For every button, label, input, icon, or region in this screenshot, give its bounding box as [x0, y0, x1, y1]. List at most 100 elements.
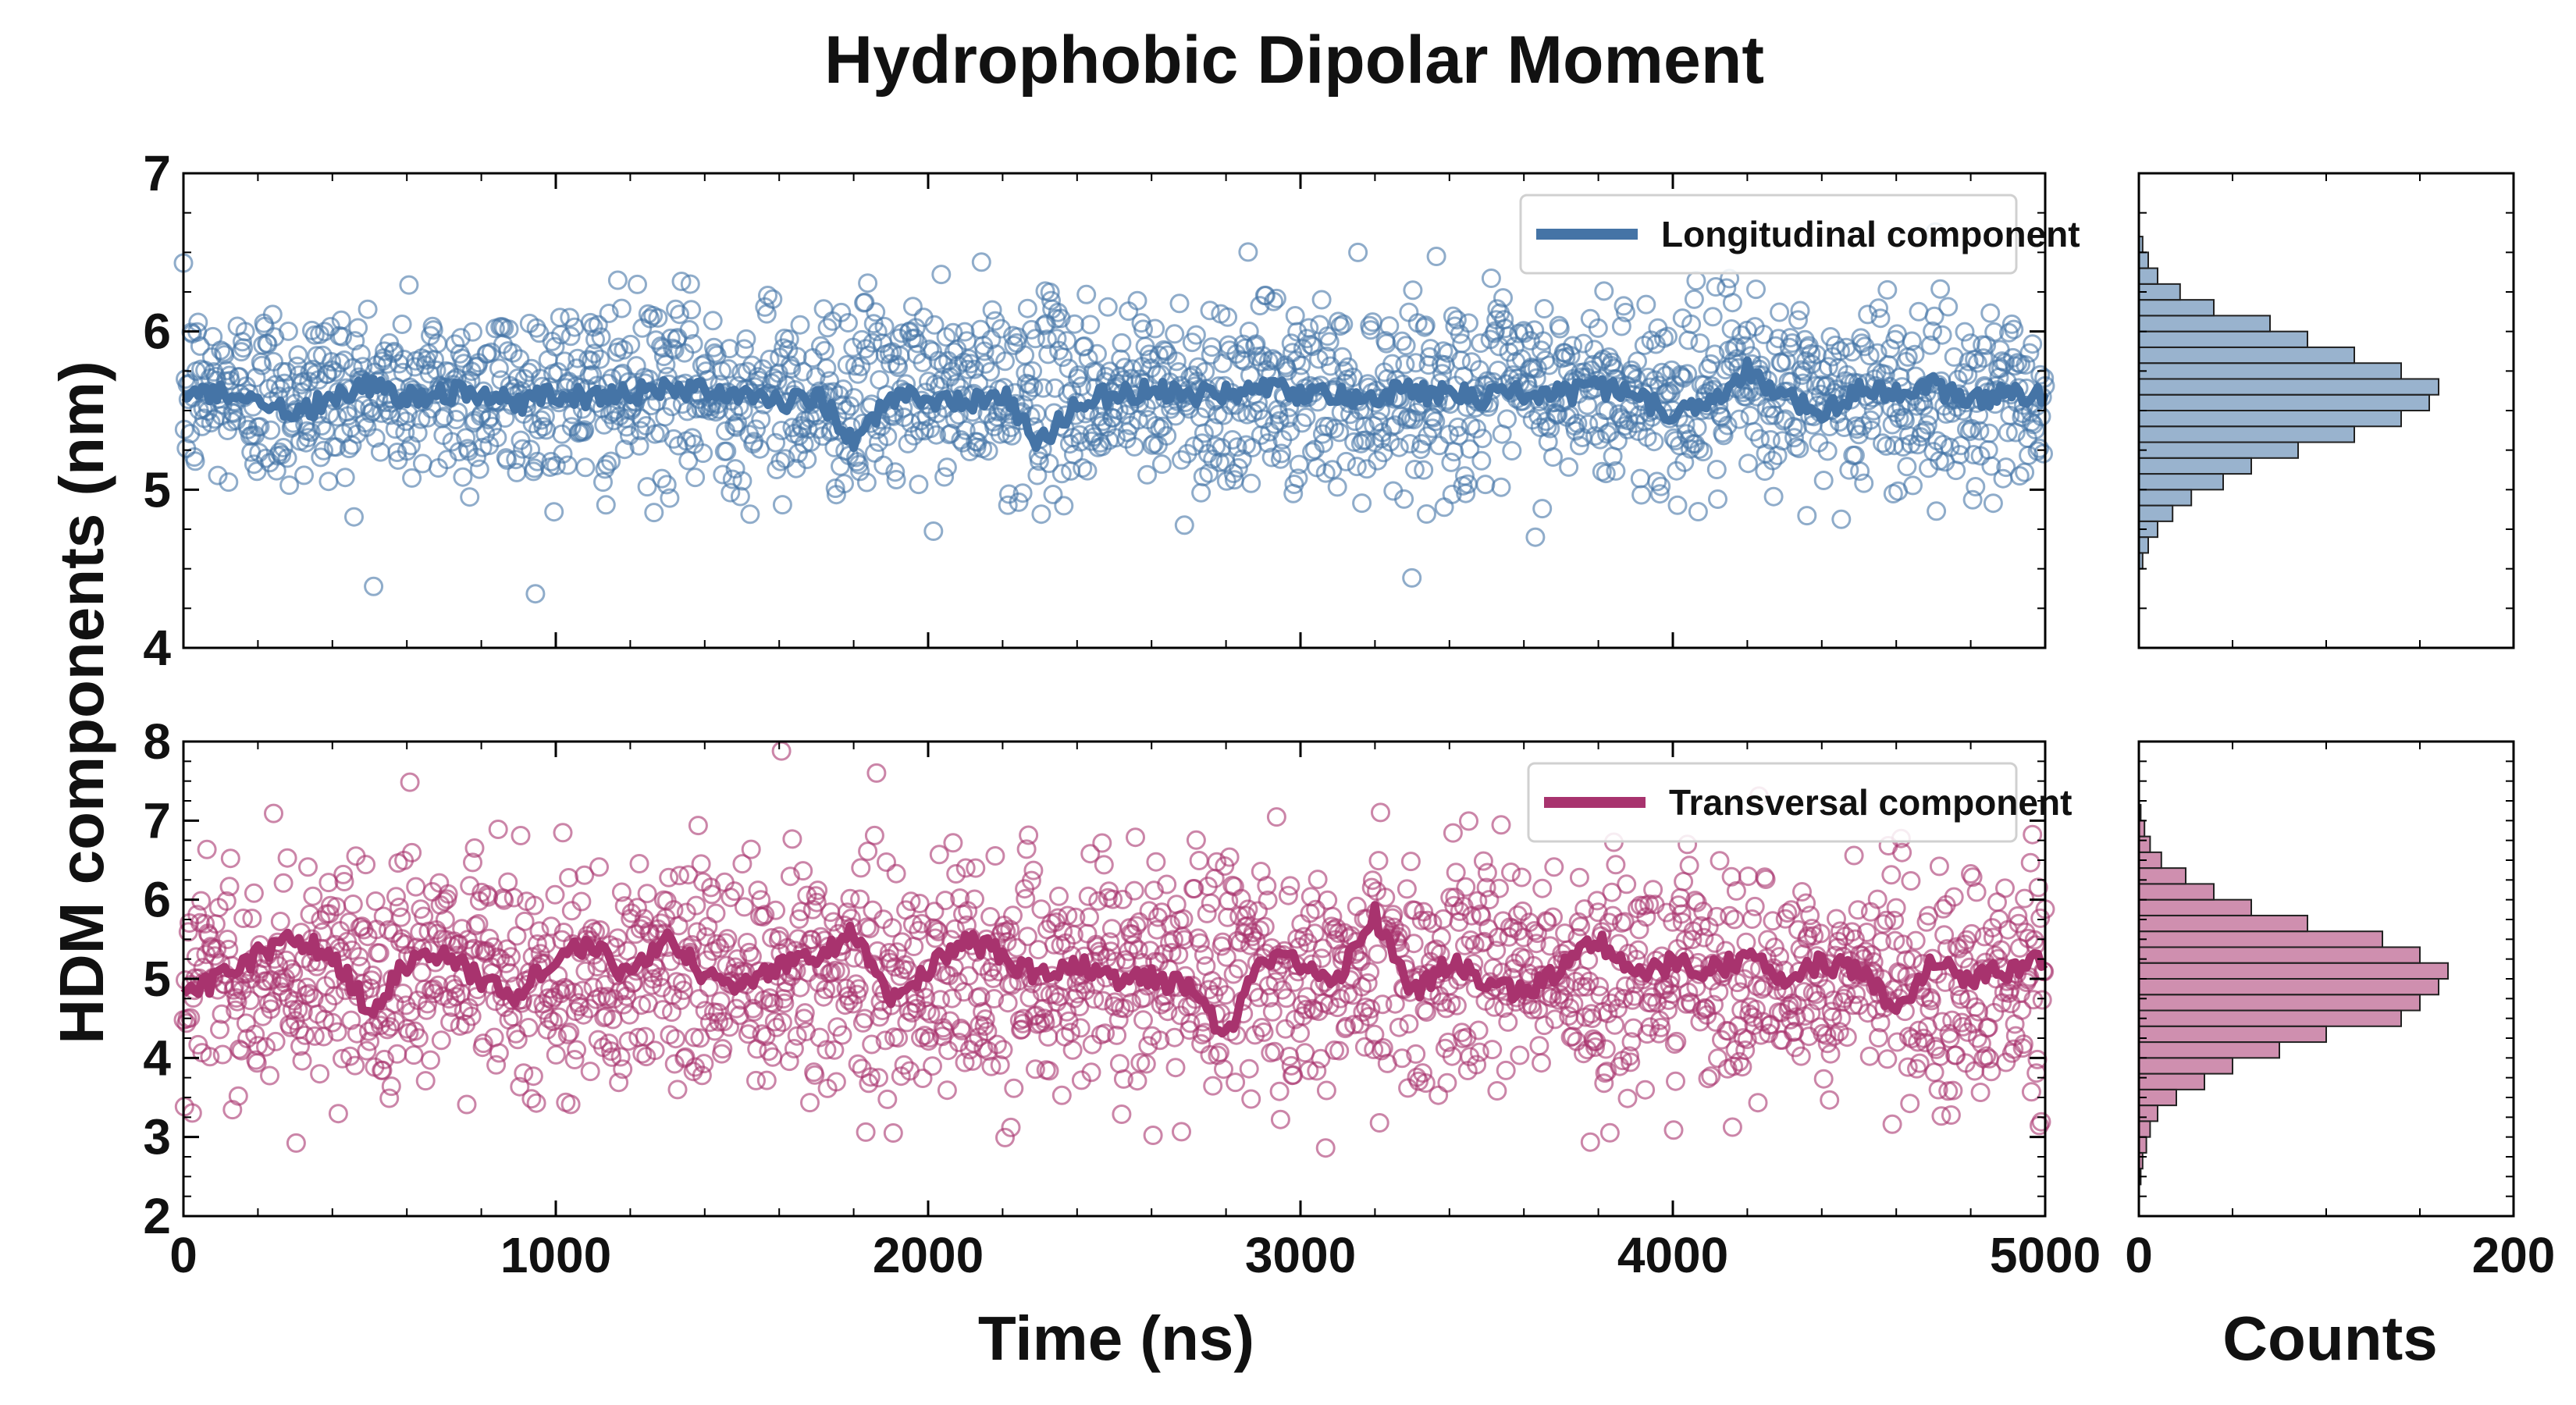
transversal-scatter-point: [1748, 1093, 1768, 1113]
transversal-scatter-point: [1438, 1032, 1458, 1052]
longitudinal-scatter-point: [1938, 297, 1959, 317]
longitudinal-histogram-bar: [2138, 315, 2271, 333]
transversal-scatter-point: [525, 895, 545, 916]
transversal-scatter-point: [340, 1046, 360, 1066]
longitudinal-scatter-point: [1636, 294, 1656, 315]
longitudinal-scatter-point: [330, 353, 350, 373]
longitudinal-scatter-point: [278, 321, 298, 341]
longitudinal-scatter-point: [621, 334, 641, 354]
longitudinal-scatter-point: [1414, 460, 1434, 480]
transversal-scatter-point: [1496, 1060, 1516, 1080]
longitudinal-scatter-point: [1352, 493, 1372, 514]
longitudinal-scatter-point: [1567, 413, 1588, 433]
longitudinal-scatter-point: [1659, 381, 1679, 401]
longitudinal-scatter-point: [779, 329, 799, 349]
transversal-scatter-point: [619, 1005, 639, 1025]
longitudinal-histogram-bar: [2138, 410, 2402, 428]
longitudinal-scatter-point: [877, 426, 898, 446]
transversal-scatter-point: [1112, 1104, 1132, 1124]
longitudinal-scatter-point: [434, 407, 454, 427]
longitudinal-scatter-point: [1459, 313, 1478, 333]
longitudinal-scatter-point: [333, 326, 352, 347]
longitudinal-scatter-point: [1776, 351, 1796, 372]
longitudinal-scatter-point: [1038, 344, 1059, 365]
transversal-scatter-point: [582, 919, 603, 939]
longitudinal-scatter-point: [655, 407, 675, 427]
transversal-scatter-point: [1051, 1085, 1072, 1105]
transversal-scatter-point: [1461, 930, 1481, 950]
longitudinal-scatter-point: [1813, 471, 1834, 490]
longitudinal-scatter-point: [834, 474, 854, 494]
longitudinal-scatter-point: [838, 313, 858, 333]
longitudinal-scatter-point: [1069, 425, 1090, 445]
transversal-scatter-point: [564, 1050, 585, 1069]
longitudinal-scatter-point: [666, 299, 685, 319]
longitudinal-scatter-point: [1348, 242, 1368, 262]
longitudinal-scatter-point: [1034, 315, 1055, 336]
transversal-scatter-point: [659, 867, 679, 887]
transversal-scatter-point: [1049, 886, 1069, 906]
transversal-scatter-point: [877, 1089, 898, 1109]
longitudinal-scatter-point: [740, 504, 760, 525]
longitudinal-scatter-point: [453, 467, 473, 487]
longitudinal-scatter-point: [1754, 325, 1774, 344]
longitudinal-scatter-point: [1708, 489, 1727, 509]
transversal-scatter-point: [963, 1033, 984, 1053]
transversal-scatter-point: [1017, 927, 1037, 947]
longitudinal-scatter-point: [1690, 333, 1710, 354]
transversal-scatter-point: [670, 866, 689, 886]
transversal-scatter-point: [1019, 825, 1039, 845]
transversal-scatter-point: [527, 934, 547, 954]
transversal-scatter-point: [984, 989, 1005, 1008]
transversal-scatter-point: [358, 1021, 379, 1041]
transversal-scatter-point: [826, 1072, 846, 1092]
transversal-scatter-point: [1126, 827, 1145, 848]
longitudinal-scatter-point: [1054, 496, 1074, 516]
longitudinal-scatter-point: [720, 482, 741, 503]
transversal-scatter-point: [937, 1080, 957, 1101]
longitudinal-scatter-point: [847, 452, 867, 472]
transversal-scatter-point: [985, 846, 1005, 866]
transversal-scatter-point: [1113, 1069, 1133, 1089]
transversal-scatter-point: [282, 1000, 302, 1020]
transversal-scatter-point: [1606, 855, 1626, 875]
longitudinal-scatter-point: [335, 468, 355, 488]
longitudinal-scatter-point: [1652, 362, 1672, 382]
longitudinal-scatter-point: [1647, 471, 1667, 492]
longitudinal-scatter-point: [820, 371, 840, 391]
longitudinal-scatter-points: [173, 222, 2055, 604]
transversal-histogram-bar: [2138, 898, 2252, 916]
longitudinal-scatter-point: [1210, 452, 1229, 472]
longitudinal-scatter-point: [2004, 319, 2024, 340]
transversal-scatter-point: [286, 1133, 306, 1153]
transversal-scatter-point: [1311, 948, 1332, 969]
longitudinal-scatter-point: [582, 365, 603, 385]
transversal-scatter-point: [724, 881, 745, 902]
longitudinal-scatter-point: [460, 487, 480, 507]
transversal-scatter-point: [1820, 1090, 1840, 1110]
longitudinal-scatter-point: [423, 320, 443, 340]
transversal-scatter-point: [610, 1047, 631, 1067]
longitudinal-scatter-point: [1330, 316, 1350, 336]
longitudinal-scatter-point: [1658, 326, 1678, 347]
transversal-scatter-point: [1078, 886, 1098, 906]
transversal-scatter-point: [672, 973, 692, 993]
longitudinal-scatter-point: [402, 468, 422, 488]
longitudinal-scatter-point: [1250, 296, 1270, 316]
transversal-scatter-point: [1248, 901, 1268, 921]
transversal-scatter-point: [1361, 877, 1382, 898]
transversal-scatter-point: [1413, 1063, 1432, 1083]
transversal-scatter-point: [692, 1065, 712, 1086]
transversal-scatter-point: [1389, 1017, 1409, 1037]
transversal-scatter-point: [1031, 899, 1051, 919]
transversal-scatter-point: [1039, 1061, 1059, 1081]
longitudinal-scatter-point: [1588, 318, 1608, 338]
transversal-histogram-panel: 0 200: [2125, 740, 2555, 1283]
transversal-scatter-point: [375, 1049, 394, 1069]
transversal-scatter-point: [1289, 937, 1309, 957]
y-axis-label: HDM components (nm): [47, 361, 116, 1044]
longitudinal-scatter-point: [322, 352, 342, 372]
transversal-scatter-point: [1203, 1076, 1223, 1096]
longitudinal-scatter-point: [978, 441, 998, 461]
longitudinal-scatter-point: [1950, 445, 1970, 464]
